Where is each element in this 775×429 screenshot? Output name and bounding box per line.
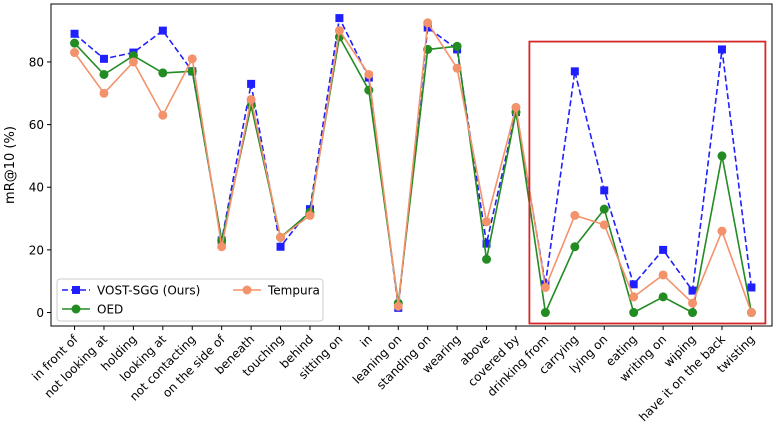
data-point <box>482 239 491 248</box>
legend-entry: OED <box>97 303 123 317</box>
data-point <box>688 298 698 308</box>
data-point <box>393 301 403 311</box>
data-point <box>452 63 462 73</box>
data-point <box>217 242 227 252</box>
data-point <box>570 242 580 252</box>
data-point <box>659 245 668 254</box>
data-point <box>335 14 344 23</box>
data-point <box>540 282 550 292</box>
y-tick-label: 0 <box>36 306 44 320</box>
data-point <box>717 151 727 161</box>
data-point <box>688 286 697 295</box>
data-point <box>599 220 609 230</box>
legend-marker <box>71 304 81 314</box>
data-point <box>746 308 756 318</box>
data-point <box>599 204 609 214</box>
data-point <box>99 88 109 98</box>
data-point <box>482 254 492 264</box>
data-point <box>99 54 108 63</box>
series-line-1 <box>73 36 753 314</box>
highlight-box <box>528 40 767 325</box>
data-point <box>511 102 521 112</box>
data-point <box>70 38 80 48</box>
y-tick-label: 80 <box>29 55 44 69</box>
y-tick-label: 20 <box>29 243 44 257</box>
plot-marks <box>70 14 767 325</box>
data-point <box>158 110 168 120</box>
data-point <box>452 41 462 51</box>
data-point <box>305 210 315 220</box>
data-point <box>247 79 256 88</box>
y-tick-label: 60 <box>29 118 44 132</box>
data-point <box>629 292 639 302</box>
data-point <box>128 57 138 67</box>
data-point <box>540 308 550 318</box>
series-line-2 <box>73 21 753 313</box>
y-axis-label: mR@10 (%) <box>3 126 18 204</box>
data-point <box>629 308 639 318</box>
data-point <box>629 280 638 289</box>
legend: VOST-SGG (Ours) OED Tempura <box>56 278 324 322</box>
data-point <box>570 67 579 76</box>
data-point <box>717 226 727 236</box>
data-point <box>600 186 609 195</box>
data-point <box>688 308 698 318</box>
y-tick-label: 40 <box>29 181 44 195</box>
data-point <box>423 18 433 28</box>
data-point <box>747 283 756 292</box>
data-point <box>570 210 580 220</box>
data-point <box>334 26 344 36</box>
data-point <box>187 54 197 64</box>
data-point <box>276 242 285 251</box>
legend-marker <box>72 286 80 294</box>
data-point <box>658 292 668 302</box>
data-point <box>658 270 668 280</box>
legend-marker <box>242 285 252 295</box>
data-point <box>99 69 109 79</box>
data-point <box>482 217 492 227</box>
plot-frame <box>50 3 773 327</box>
data-point <box>364 69 374 79</box>
data-point <box>717 45 726 54</box>
data-point <box>276 232 286 242</box>
legend-entry: VOST-SGG (Ours) <box>97 284 200 298</box>
data-point <box>70 29 79 38</box>
legend-entry: Tempura <box>267 284 320 298</box>
data-point <box>158 68 168 78</box>
data-point <box>70 48 80 58</box>
x-tick-label: in <box>357 332 375 350</box>
data-point <box>158 26 167 35</box>
data-point <box>128 51 138 61</box>
data-point <box>246 95 256 105</box>
